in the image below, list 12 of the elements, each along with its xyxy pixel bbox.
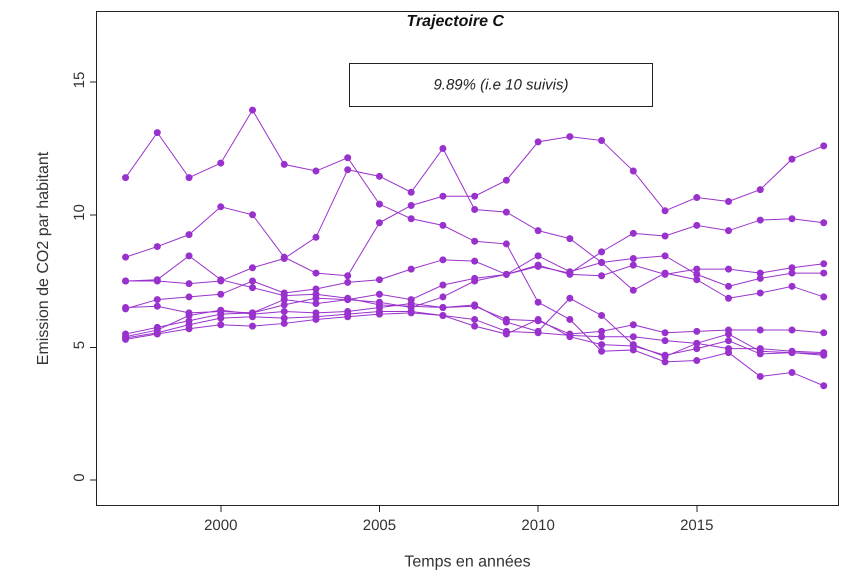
y-tick-label: 15 — [71, 72, 88, 88]
x-axis-title: Temps en années — [404, 554, 531, 571]
x-tick-label: 2005 — [362, 517, 396, 534]
chart-title: Trajectoire C — [406, 12, 504, 30]
y-tick-label: 5 — [71, 340, 88, 350]
y-tick-label: 10 — [71, 204, 88, 221]
x-tick-label: 2015 — [680, 517, 714, 534]
y-tick-label: 0 — [71, 473, 88, 482]
x-tick-label: 2010 — [521, 517, 555, 534]
x-tick-label: 2000 — [204, 517, 238, 534]
y-axis-title: Emission de CO2 par habitant — [34, 151, 52, 366]
annotation: 9.89% (i.e 10 suivis) — [433, 76, 569, 94]
